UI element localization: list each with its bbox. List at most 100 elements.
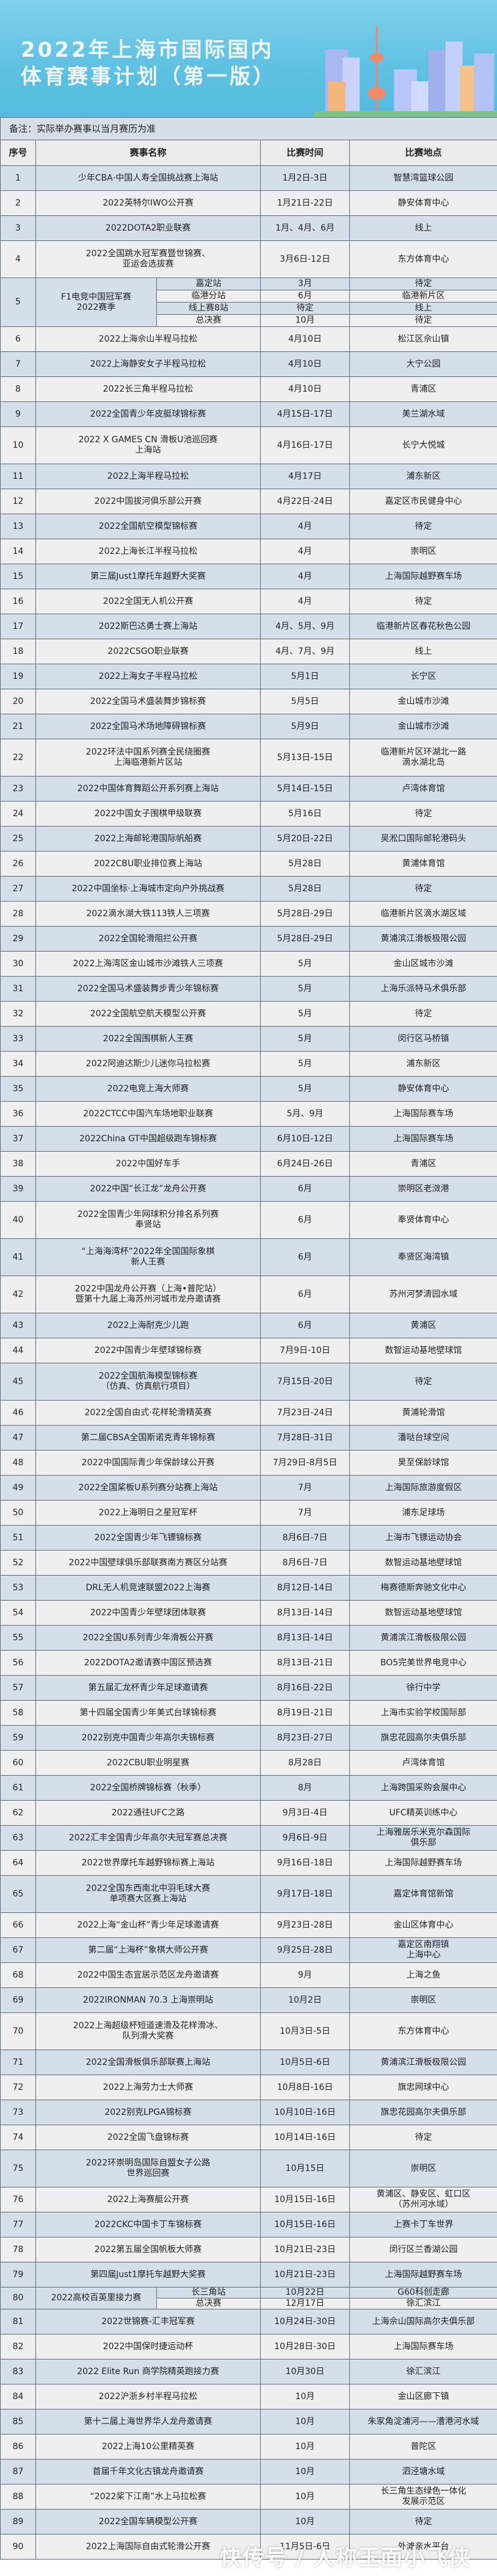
table-row: 14 2022上海长江半程马拉松 4月 崇明区 — [0, 539, 497, 564]
table-row: 43 2022上海耐克少儿跑 6月 黄浦区 — [0, 1313, 497, 1338]
row-number: 65 — [0, 1875, 36, 1913]
event-time: 10月 — [260, 2459, 350, 2485]
event-place: 东方体育中心 — [349, 2012, 497, 2050]
event-time: 1月21日-22日 — [260, 190, 350, 216]
event-time: 10月 — [260, 2409, 350, 2434]
event-place: 线上 — [349, 302, 497, 315]
table-row: 67 第二届“上海杯”象棋大师公开赛 9月25日-28日 嘉定区南翔镇 上海中心 — [0, 1937, 497, 1963]
event-name: 2022全国马术盛装舞步青少年锦标赛 — [35, 976, 261, 1002]
row-number: 72 — [0, 2075, 36, 2100]
title-banner: 2022年上海市国际国内 体育赛事计划（第一版） — [0, 0, 497, 117]
event-name: 2022DOTA2职业联赛 — [35, 215, 261, 241]
table-row: 79 第四届Just1摩托车越野大奖赛 10月21日-23日 上海国际越野赛车场 — [0, 2262, 497, 2287]
row-number: 84 — [0, 2384, 36, 2409]
row-number: 35 — [0, 1076, 36, 1102]
event-name: 2022上海邮轮港国际帆船赛 — [35, 826, 261, 852]
row-number: 32 — [0, 1001, 36, 1027]
row-number: 64 — [0, 1850, 36, 1876]
event-time: 8月28日 — [260, 1750, 350, 1776]
row-number: 57 — [0, 1675, 36, 1701]
table-row: 42 2022中国龙舟公开赛（上海•普陀站） 暨第十九届上海苏州河城市龙舟邀请赛 6… — [0, 1275, 497, 1313]
event-time: 10月 — [260, 2434, 350, 2459]
event-name: 2022上海女子半程马拉松 — [35, 664, 261, 689]
event-place: 数智运动基地壁球馆 — [349, 1338, 497, 1363]
event-place: 上海国际赛车场 — [349, 1126, 497, 1152]
event-place: 静安体育中心 — [349, 1076, 497, 1102]
table-row: 53 DRL无人机竞速联盟2022上海赛 8月12日-14日 梅赛德斯奔驰文化中心 — [0, 1575, 497, 1601]
event-name: 2022CSGO职业联赛 — [35, 639, 261, 664]
event-name: 2022第五届全国帆板大师赛 — [35, 2237, 261, 2262]
event-time: 8月13日-14日 — [260, 1600, 350, 1626]
event-time: 4月17日 — [260, 464, 350, 489]
table-row: 57 第五届汇龙杯青少年足球邀请赛 8月16日-22日 徐行中学 — [0, 1675, 497, 1701]
event-place: 金山区廊下镇 — [349, 2384, 497, 2409]
table-row: 35 2022电竞上海大师赛 5月 静安体育中心 — [0, 1076, 497, 1102]
row-number: 44 — [0, 1338, 36, 1363]
event-place: 黄浦滨江滑板极限公园 — [349, 1625, 497, 1651]
event-time: 4月 — [260, 564, 350, 589]
event-place: 待定 — [349, 2509, 497, 2535]
event-time: 待定 — [260, 302, 350, 315]
event-time: 6月 — [260, 1313, 350, 1338]
row-number: 62 — [0, 1800, 36, 1826]
row-number: 10 — [0, 426, 36, 464]
event-name: 2022上海明日之星冠军杯 — [35, 1500, 261, 1526]
table-row: 16 2022全国无人机公开赛 4月 待定 — [0, 589, 497, 614]
event-time: 7月29日-8月5日 — [260, 1450, 350, 1476]
row-number: 90 — [0, 2534, 36, 2560]
event-place: 临港新片区 — [349, 290, 497, 303]
event-name: 2022环法中国系列赛全民绕圈赛 上海临港新片区站 — [35, 739, 261, 777]
row-number: 12 — [0, 489, 36, 514]
event-name: 2022全国自由式·花样轮滑精英赛 — [35, 1400, 261, 1426]
table-row: 61 2022全国桥牌锦标赛（秋季） 8月 上海跨国采购会展中心 — [0, 1775, 497, 1801]
event-name: 2022CBU职业明星赛 — [35, 1750, 261, 1776]
row-number: 17 — [0, 614, 36, 639]
row-number: 78 — [0, 2237, 36, 2262]
event-name: 2022 X GAMES CN 滑板U池巡回赛 上海站 — [35, 426, 261, 464]
table-row: 85 第十二届上海世界华人龙舟邀请赛 10月 朱家角淀浦河——漕港河水域 — [0, 2409, 497, 2434]
table-row: 49 2022全国桨板U系列赛分站赛上海站 7月 上海国际旅游度假区 — [0, 1475, 497, 1501]
event-name: 2022全国青少年网球积分排名系列赛 奉贤站 — [35, 1201, 261, 1239]
event-name: 2022CBU职业排位赛上海站 — [35, 851, 261, 877]
event-time: 8月6日-7日 — [260, 1525, 350, 1551]
event-place: BO5完美世界电竞中心 — [349, 1650, 497, 1676]
table-row: 48 2022中国国际青少年保龄球公开赛 7月29日-8月5日 昊至保龄球馆 — [0, 1450, 497, 1476]
row-number: 53 — [0, 1575, 36, 1601]
event-time: 5月28日-29日 — [260, 901, 350, 927]
event-name: 2022全国桨板U系列赛分站赛上海站 — [35, 1475, 261, 1501]
row-number: 11 — [0, 464, 36, 489]
table-row: 41 “上海海湾杯”2022年全国国际象棋 新人王赛 6月 奉贤区海湾镇 — [0, 1238, 497, 1276]
event-place: 黄浦轮滑馆 — [349, 1400, 497, 1426]
event-place: 待定 — [349, 514, 497, 539]
event-name: 2022全国U系列青少年滑板公开赛 — [35, 1625, 261, 1651]
event-time: 5月16日 — [260, 801, 350, 827]
event-name: 2022中国女子围棋甲级联赛 — [35, 801, 261, 827]
row-number: 38 — [0, 1151, 36, 1177]
event-place: 昊至保龄球馆 — [349, 1450, 497, 1476]
event-time: 4月15日-17日 — [260, 401, 350, 427]
table-row: 60 2022CBU职业明星赛 8月28日 卢湾体育馆 — [0, 1750, 497, 1776]
event-time: 6月24日-26日 — [260, 1151, 350, 1177]
table-row: 19 2022上海女子半程马拉松 5月1日 长宁区 — [0, 664, 497, 689]
row-number: 88 — [0, 2484, 36, 2510]
row-number: 8 — [0, 376, 36, 402]
event-time: 5月20日-22日 — [260, 826, 350, 852]
event-time: 10月21日-23日 — [260, 2262, 350, 2287]
event-time: 5月1日 — [260, 664, 350, 689]
event-time: 5月 — [260, 976, 350, 1002]
event-name: 2022环崇明岛国际自盟女子公路 世界巡回赛 — [35, 2150, 261, 2187]
table-row: 7 2022上海静安女子半程马拉松 4月10日 大宁公园 — [0, 351, 497, 377]
event-place: 松江区佘山镇 — [349, 326, 497, 352]
event-place: 黄浦滨江滑板极限公园 — [349, 2050, 497, 2075]
table-row: 10 2022 X GAMES CN 滑板U池巡回赛 上海站 4月16日-17日 长宁… — [0, 426, 497, 464]
row-number: 15 — [0, 564, 36, 589]
note-text: 备注：实际举办赛事以当月赛历为准 — [0, 117, 497, 140]
event-place: 上海市飞镖运动协会 — [349, 1525, 497, 1551]
event-time: 9月6日-9日 — [260, 1825, 350, 1851]
row-number: 54 — [0, 1600, 36, 1626]
event-place: 上海佘山国际高尔夫俱乐部 — [349, 2309, 497, 2334]
table-row: 22 2022环法中国系列赛全民绕圈赛 上海临港新片区站 5月13日-15日 临港新片… — [0, 739, 497, 777]
event-name: 2022中国好车手 — [35, 1151, 261, 1177]
event-time: 7月9日-10日 — [260, 1338, 350, 1363]
event-place: 长宁大悦城 — [349, 426, 497, 464]
